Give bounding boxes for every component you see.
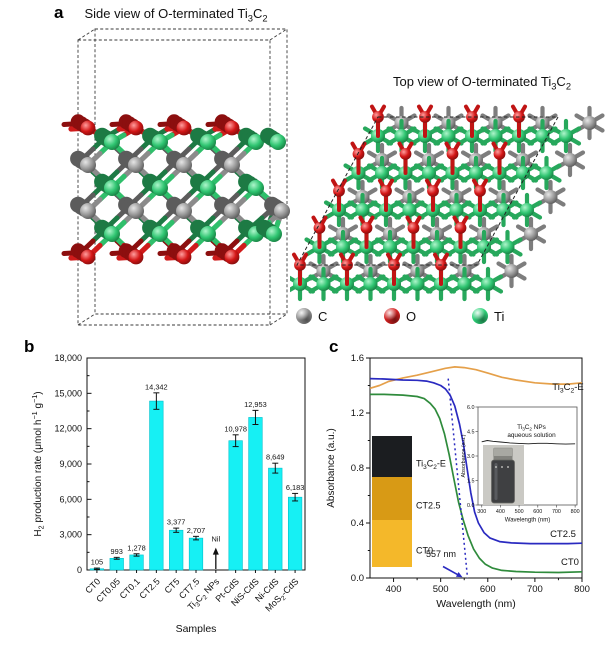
svg-text:300: 300 [477, 509, 486, 515]
svg-text:105: 105 [91, 558, 103, 567]
svg-text:6,183: 6,183 [286, 483, 305, 492]
svg-text:H2 production rate (μmol h−1 g: H2 production rate (μmol h−1 g−1) [30, 391, 45, 536]
series-curve [369, 366, 583, 390]
svg-text:12,953: 12,953 [244, 400, 267, 409]
svg-text:CT0: CT0 [416, 546, 433, 556]
svg-text:800: 800 [571, 509, 580, 515]
inset-chart: 0.0 1.5 3.0 4.5 6.0 300 400 500 600 700 800 Absorba… [461, 405, 580, 524]
svg-text:Absorbance (a.u.): Absorbance (a.u.) [326, 428, 337, 508]
vial-photo [483, 445, 524, 505]
svg-text:12,000: 12,000 [54, 424, 82, 434]
svg-text:1.5: 1.5 [467, 479, 475, 485]
bar [169, 529, 184, 571]
svg-text:600: 600 [480, 584, 496, 595]
swatch [372, 436, 412, 477]
svg-text:0: 0 [77, 565, 82, 575]
svg-text:1.2: 1.2 [351, 408, 364, 419]
svg-text:Absorbance (a.u.): Absorbance (a.u.) [461, 434, 467, 477]
side-view-structure [61, 28, 290, 326]
svg-text:1.6: 1.6 [351, 353, 364, 364]
x-axis-title: Samples [176, 623, 217, 635]
svg-text:3,000: 3,000 [59, 530, 82, 540]
bar [287, 496, 303, 571]
svg-text:0.0: 0.0 [351, 573, 364, 584]
svg-text:500: 500 [433, 584, 449, 595]
series-curve [369, 377, 583, 545]
svg-text:CT0: CT0 [561, 557, 579, 568]
bar [248, 417, 263, 571]
svg-text:993: 993 [111, 547, 123, 556]
svg-text:aqueous solution: aqueous solution [507, 432, 556, 439]
bar [129, 554, 144, 571]
svg-text:CT2.5: CT2.5 [416, 501, 441, 511]
svg-text:4.5: 4.5 [467, 430, 475, 436]
svg-text:6,000: 6,000 [59, 494, 82, 504]
titanium-atom-icon [472, 308, 488, 324]
svg-text:0.8: 0.8 [351, 463, 364, 474]
panel-b-label: b [24, 337, 35, 356]
legend-label: O [406, 308, 417, 324]
svg-text:0.4: 0.4 [351, 518, 364, 529]
series-curve [370, 393, 583, 574]
panel-c-label: c [329, 337, 339, 356]
svg-text:400: 400 [496, 509, 505, 515]
bar [109, 558, 124, 571]
bar [228, 440, 243, 571]
svg-text:15,000: 15,000 [54, 388, 82, 398]
svg-text:18,000: 18,000 [54, 353, 82, 363]
svg-text:700: 700 [552, 509, 561, 515]
bar [268, 467, 283, 571]
svg-text:1,278: 1,278 [127, 543, 146, 552]
svg-text:Nil: Nil [212, 535, 221, 544]
svg-text:8,649: 8,649 [266, 453, 285, 462]
legend-item-o: O [384, 308, 416, 324]
side-view-title: Side view of O-terminated Ti3C2 [84, 6, 268, 24]
bars [89, 400, 303, 571]
svg-text:Wavelength (nm): Wavelength (nm) [505, 518, 550, 524]
svg-text:10,978: 10,978 [224, 424, 247, 433]
swatch [372, 520, 412, 567]
svg-text:Ti3C2-E: Ti3C2-E [416, 459, 446, 471]
oxygen-atom-icon [384, 308, 400, 324]
legend-item-ti: Ti [472, 308, 504, 324]
svg-text:9,000: 9,000 [59, 459, 82, 469]
svg-text:CT0.1: CT0.1 [118, 576, 142, 600]
lattice [290, 104, 605, 302]
color-swatches: Ti3C2-E CT2.5 CT0 [372, 436, 446, 567]
svg-text:Ti3C2 NPs: Ti3C2 NPs [517, 424, 546, 432]
top-view-structure [290, 104, 605, 302]
legend-label: Ti [494, 308, 505, 324]
bar [188, 537, 204, 571]
svg-text:Wavelength (nm): Wavelength (nm) [436, 598, 516, 610]
svg-text:CT2.5: CT2.5 [137, 576, 161, 600]
svg-text:0.0: 0.0 [467, 503, 475, 509]
svg-text:CT2.5: CT2.5 [550, 529, 576, 540]
unit-cell-outline [296, 116, 559, 266]
panel-a-label: a [54, 3, 64, 22]
bandgap-dashed-line [447, 378, 469, 579]
swatch [372, 477, 412, 520]
legend-item-c: C [296, 308, 327, 324]
svg-text:500: 500 [515, 509, 524, 515]
absorbance-chart: 0.0 0.4 0.8 1.2 1.6 400 500 600 700 800 Ti3C2-E CT2… [326, 353, 590, 610]
annotation-557nm: 557 nm [426, 549, 456, 559]
carbon-atom-icon [296, 308, 312, 324]
bar [149, 400, 164, 571]
svg-text:700: 700 [527, 584, 543, 595]
svg-text:3.0: 3.0 [467, 454, 475, 460]
svg-text:14,342: 14,342 [145, 382, 168, 391]
svg-text:800: 800 [574, 584, 590, 595]
svg-text:3,377: 3,377 [167, 518, 186, 527]
atoms [70, 114, 290, 265]
top-view-title: Top view of O-terminated Ti3C2 [392, 74, 572, 92]
svg-text:2,707: 2,707 [187, 526, 206, 535]
svg-text:Ti3C2-E: Ti3C2-E [552, 382, 584, 394]
svg-text:600: 600 [533, 509, 542, 515]
svg-text:6.0: 6.0 [467, 405, 475, 411]
legend-label: C [318, 308, 328, 324]
svg-text:400: 400 [386, 584, 402, 595]
h2-production-bar-chart: 0 3,000 6,000 9,000 12,000 15,000 18,000 105 CT0… [30, 353, 306, 635]
